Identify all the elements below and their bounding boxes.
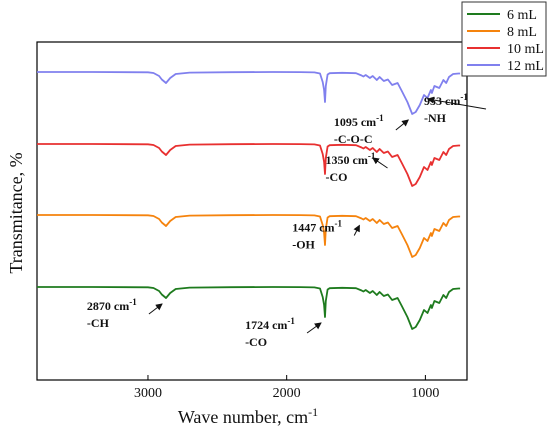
- annotation-wavenumber: 1350 cm-1: [326, 151, 376, 167]
- annotation-arrow: [148, 303, 163, 315]
- series-line-12-ml: [37, 71, 461, 115]
- annotation-group: -C-O-C: [334, 132, 373, 146]
- legend-label: 6 mL: [507, 8, 537, 23]
- annotation-group: -CO: [245, 335, 267, 349]
- series-line-6-ml: [37, 286, 461, 330]
- annotation-wavenumber: 1095 cm-1: [334, 113, 384, 129]
- annotation-superscript: -1: [460, 92, 468, 102]
- x-axis-title: Wave number, cm-1: [178, 405, 318, 427]
- annotation-wavenumber: 1724 cm-1: [245, 316, 295, 332]
- annotation-arrow: [306, 322, 322, 334]
- legend-label: 12 mL: [507, 59, 544, 74]
- annotation: 1095 cm-1 -C-O-C: [334, 113, 409, 146]
- annotation: 953 cm-1 -NH: [424, 92, 487, 125]
- legend-label: 10 mL: [507, 42, 544, 57]
- annotation: 2870 cm-1 -CH: [87, 297, 163, 330]
- annotation-superscript: -1: [335, 219, 343, 229]
- annotation-wavenumber: 1447 cm-1: [292, 219, 342, 235]
- annotation-superscript: -1: [287, 316, 295, 326]
- legend: 6 mL 8 mL 10 mL 12 mL: [461, 1, 547, 77]
- annotation: 1447 cm-1 -OH: [292, 219, 360, 252]
- legend-label: 8 mL: [507, 25, 537, 40]
- x-tick-label: 2000: [273, 386, 301, 401]
- plot-border: [36, 41, 468, 381]
- annotation-arrow: [372, 157, 388, 169]
- plot-frame: [36, 41, 468, 381]
- series-layer: [37, 71, 461, 330]
- y-axis-title: Transmitance, %: [6, 152, 26, 273]
- annotation: 1350 cm-1 -CO: [326, 151, 388, 184]
- x-axis-ticks: 3000 2000 1000: [134, 375, 439, 401]
- series-line-10-ml: [37, 143, 461, 187]
- series-line-8-ml: [37, 214, 461, 258]
- annotation-group: -NH: [424, 111, 447, 125]
- annotation-layer: 2870 cm-1 -CH 1724 cm-1 -CO 1447 cm-1 -OH 1350…: [87, 92, 487, 349]
- annotation-superscript: -1: [129, 297, 137, 307]
- annotation-superscript: -1: [368, 151, 376, 161]
- x-axis-title-text: Wave number, cm: [178, 407, 308, 427]
- annotation-superscript: -1: [376, 113, 384, 123]
- annotation-wavenumber: 953 cm-1: [424, 92, 468, 108]
- x-tick-label: 3000: [134, 386, 162, 401]
- annotation-group: -CH: [87, 316, 110, 330]
- annotation-arrow: [426, 96, 487, 110]
- annotation: 1724 cm-1 -CO: [245, 316, 322, 349]
- annotation-wavenumber: 2870 cm-1: [87, 297, 137, 313]
- x-tick-label: 1000: [411, 386, 439, 401]
- annotation-arrow: [395, 119, 409, 131]
- x-axis-title-superscript: -1: [308, 405, 318, 419]
- annotation-group: -OH: [292, 238, 315, 252]
- annotation-arrow: [353, 224, 360, 236]
- annotation-group: -CO: [326, 170, 348, 184]
